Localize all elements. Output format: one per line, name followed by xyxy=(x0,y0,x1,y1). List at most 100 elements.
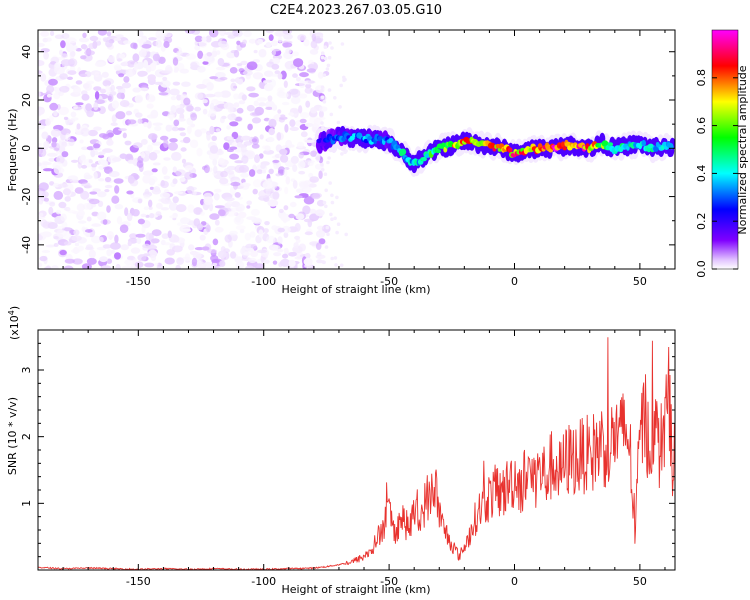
noise-blob xyxy=(236,63,243,67)
noise-blob xyxy=(206,132,211,141)
noise-blob xyxy=(277,92,289,99)
noise-blob xyxy=(209,125,215,135)
noise-blob xyxy=(60,59,72,67)
noise-blob xyxy=(97,159,107,165)
noise-blob xyxy=(197,66,206,73)
noise-blob xyxy=(148,37,157,41)
noise-blob xyxy=(201,246,210,251)
noise-blob xyxy=(60,40,66,49)
noise-blob xyxy=(333,96,337,100)
noise-blob xyxy=(124,207,129,217)
noise-blob xyxy=(290,88,301,98)
noise-blob xyxy=(267,95,273,102)
noise-blob xyxy=(111,157,122,162)
noise-blob xyxy=(306,68,317,73)
noise-blob xyxy=(329,212,333,217)
noise-blob xyxy=(299,181,309,189)
noise-blob xyxy=(263,80,268,84)
noise-blob xyxy=(135,233,146,238)
noise-blob xyxy=(252,188,258,195)
noise-blob xyxy=(272,191,280,200)
noise-blob xyxy=(292,51,299,57)
noise-blob xyxy=(94,99,106,105)
noise-blob xyxy=(152,122,163,126)
x-tick-label: 0 xyxy=(511,275,518,288)
noise-blob xyxy=(235,203,245,212)
noise-blob xyxy=(132,53,140,62)
noise-blob xyxy=(173,235,180,243)
snr-y-label: SNR (10 * v/v) xyxy=(6,397,19,475)
noise-blob xyxy=(321,125,325,130)
noise-blob xyxy=(298,243,306,252)
noise-blob xyxy=(230,181,241,187)
noise-blob xyxy=(92,40,98,49)
noise-blob xyxy=(80,44,88,50)
noise-blob xyxy=(145,214,150,218)
noise-blob xyxy=(91,223,102,227)
noise-blob xyxy=(38,162,42,167)
noise-blob xyxy=(63,241,72,246)
noise-blob xyxy=(304,160,315,164)
noise-blob xyxy=(48,157,56,162)
noise-blob xyxy=(248,38,257,44)
noise-blob xyxy=(272,50,276,56)
noise-blob xyxy=(316,199,325,207)
x-tick-label: -150 xyxy=(126,275,151,288)
noise-blob xyxy=(56,229,67,238)
noise-blob xyxy=(339,263,344,268)
noise-blob xyxy=(246,205,251,209)
noise-blob xyxy=(316,259,323,264)
noise-blob xyxy=(285,48,292,55)
noise-blob xyxy=(99,133,108,138)
noise-blob xyxy=(143,206,150,211)
noise-blob xyxy=(330,193,334,198)
noise-blob xyxy=(110,84,115,92)
noise-blob xyxy=(121,82,132,89)
noise-blob xyxy=(93,171,98,180)
noise-blob xyxy=(176,257,185,265)
noise-blob xyxy=(252,217,262,225)
noise-blob xyxy=(268,168,274,175)
noise-blob xyxy=(38,262,43,268)
noise-blob xyxy=(85,244,94,250)
noise-blob xyxy=(46,94,52,98)
noise-blob xyxy=(236,107,244,114)
noise-blob xyxy=(282,253,289,259)
noise-blob xyxy=(53,190,64,200)
noise-blob xyxy=(103,166,110,170)
noise-blob xyxy=(240,172,250,178)
noise-blob xyxy=(147,74,156,81)
noise-blob xyxy=(113,178,124,184)
noise-blob xyxy=(333,256,338,260)
noise-blob xyxy=(173,119,180,127)
noise-blob xyxy=(274,70,281,75)
noise-blob xyxy=(48,78,58,86)
noise-blob xyxy=(217,209,226,217)
noise-blob xyxy=(125,68,136,78)
snr-series-line xyxy=(38,337,675,570)
noise-blob xyxy=(120,244,129,251)
noise-blob xyxy=(86,109,94,118)
noise-blob xyxy=(223,102,234,110)
noise-blob xyxy=(81,146,89,151)
noise-blob xyxy=(283,168,288,178)
noise-blob xyxy=(171,151,182,161)
noise-blob xyxy=(79,73,88,78)
noise-blob xyxy=(296,77,301,82)
noise-blob xyxy=(278,166,286,174)
noise-blob xyxy=(97,30,107,36)
noise-blob xyxy=(45,37,52,42)
noise-blob xyxy=(126,190,134,195)
noise-blob xyxy=(53,242,59,247)
noise-blob xyxy=(220,90,232,98)
noise-blob xyxy=(299,80,306,89)
noise-blob xyxy=(196,147,203,157)
noise-blob xyxy=(342,78,346,83)
noise-blob xyxy=(143,253,151,257)
noise-blob xyxy=(288,112,294,116)
noise-blob xyxy=(234,160,244,164)
noise-blob xyxy=(296,141,305,149)
signal-core xyxy=(601,140,609,147)
noise-blob xyxy=(119,153,128,159)
noise-blob xyxy=(333,216,337,221)
